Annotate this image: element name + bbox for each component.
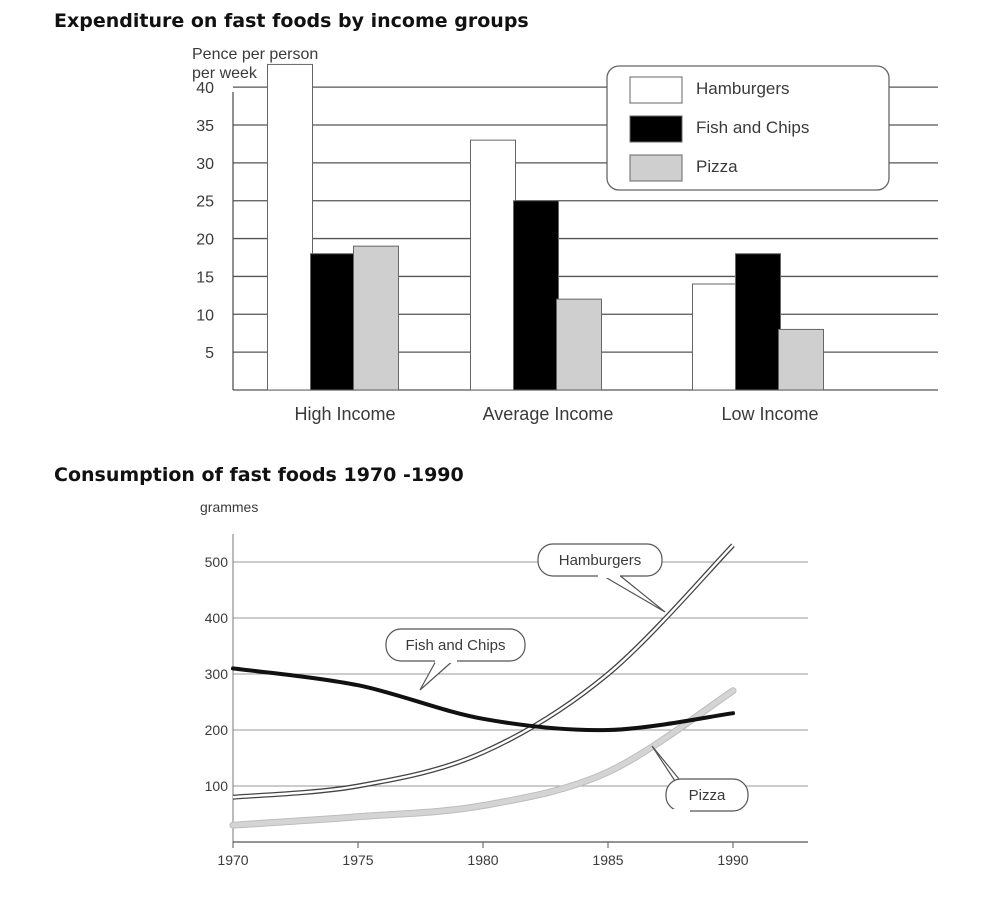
x-tick-label: High Income (294, 404, 395, 424)
bar-chart-title: Expenditure on fast foods by income grou… (54, 10, 529, 32)
callout-join (435, 659, 457, 663)
y-tick-label: 300 (205, 666, 229, 682)
bar-pizza-low-income (778, 328, 824, 391)
x-tick-label: 1975 (342, 852, 373, 868)
y-axis-label: grammes (200, 499, 258, 515)
y-tick-label: 35 (196, 118, 214, 135)
y-tick-label: 25 (196, 194, 214, 211)
series-line-hamburgers (232, 544, 734, 799)
y-tick-label: 5 (205, 345, 214, 362)
legend-label-hamburgers: Hamburgers (696, 79, 790, 98)
y-tick-label: 30 (196, 156, 214, 173)
callout-box (665, 778, 749, 812)
legend-swatch-fish-and-chips (629, 115, 683, 143)
y-axis-label-line1: Pence per person (192, 46, 318, 63)
x-tick-label: 1980 (467, 852, 498, 868)
callout-pointer (599, 573, 666, 613)
callout-hamburgers: Hamburgers (537, 543, 666, 613)
bar-hamburgers-low-income (692, 283, 738, 391)
y-tick-label: 10 (196, 307, 214, 324)
y-tick-label: 20 (196, 232, 214, 249)
bar-hamburgers-high-income (267, 63, 313, 391)
callout-label: Fish and Chips (405, 637, 505, 654)
y-tick-label: 200 (205, 722, 229, 738)
callout-label: Hamburgers (559, 552, 642, 569)
y-tick-label: 15 (196, 269, 214, 286)
series-line-fish-and-chips (231, 666, 735, 733)
callout-pointer (419, 658, 456, 691)
x-tick-label: 1990 (717, 852, 748, 868)
bar-fish-and-chips-low-income (735, 253, 781, 391)
y-tick-label: 400 (205, 610, 229, 626)
series-line-pizza (230, 688, 736, 828)
x-tick-label: 1985 (592, 852, 623, 868)
x-tick-label: 1970 (217, 852, 248, 868)
legend: Hamburgers Fish and Chips Pizza (606, 65, 890, 191)
callout-label: Pizza (689, 787, 726, 804)
legend-swatch-pizza (629, 154, 683, 182)
callout-fish-and-chips: Fish and Chips (385, 628, 526, 691)
line-chart-title: Consumption of fast foods 1970 -1990 (54, 464, 464, 486)
bar-pizza-average-income (556, 298, 602, 391)
x-tick-label: Low Income (721, 404, 818, 424)
series-line-hamburgers-outline (232, 543, 735, 800)
y-axis-label-line2: per week (192, 65, 258, 82)
bar-pizza-high-income (353, 245, 399, 391)
legend-label-pizza: Pizza (696, 157, 738, 176)
x-tick-label: Average Income (483, 404, 614, 424)
callout-pizza: Pizza (651, 745, 749, 813)
bar-fish-and-chips-average-income (513, 200, 559, 391)
y-tick-label: 100 (205, 778, 229, 794)
bar-chart: 5 10 15 20 25 30 35 40 Pence per person per week H… (192, 46, 938, 424)
y-tick-label: 500 (205, 554, 229, 570)
y-tick-label: 40 (196, 80, 214, 97)
legend-swatch-hamburgers (629, 76, 683, 104)
callout-join (598, 574, 620, 578)
legend-label-fish-and-chips: Fish and Chips (696, 118, 809, 137)
callout-join (673, 809, 690, 813)
